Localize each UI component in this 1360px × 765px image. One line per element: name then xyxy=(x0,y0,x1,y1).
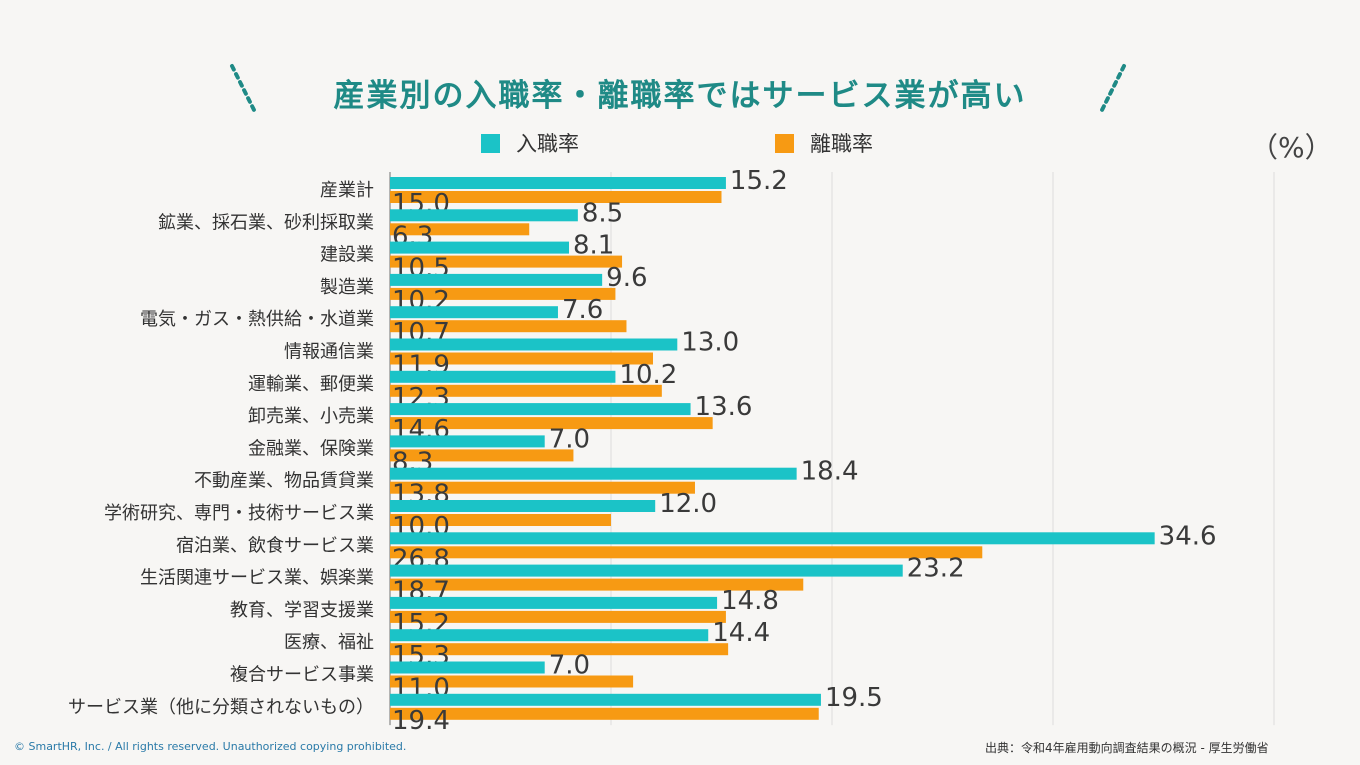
legend-swatch-exit xyxy=(775,133,794,153)
data-label-exit: 19.4 xyxy=(392,706,450,736)
data-label-entry: 13.0 xyxy=(681,328,739,358)
category-label: 産業計 xyxy=(320,180,374,201)
legend-entry-rate: 入職率 xyxy=(481,130,579,156)
source-citation: 出典：令和4年雇用動向調査結果の概況 - 厚生労働省 xyxy=(985,741,1269,755)
category-label: 情報通信業 xyxy=(284,342,374,363)
bar-entry-rate xyxy=(390,370,616,383)
bar-exit-rate xyxy=(390,546,983,559)
bar-exit-rate xyxy=(390,255,623,268)
bar-exit-rate xyxy=(390,643,729,656)
data-label-entry: 19.5 xyxy=(825,683,883,713)
bar-exit-rate xyxy=(390,449,574,462)
bar-entry-rate xyxy=(390,661,545,674)
category-label: 電気・ガス・熱供給・水道業 xyxy=(140,309,374,330)
data-label-entry: 18.4 xyxy=(801,457,859,487)
category-label: 鉱業、採石業、砂利採取業 xyxy=(158,212,374,233)
bar-entry-rate xyxy=(390,500,656,512)
bar-entry-rate xyxy=(390,273,603,286)
title-left-decoration xyxy=(230,64,258,116)
bar-exit-rate xyxy=(390,384,662,397)
category-label: 医療、福祉 xyxy=(284,632,374,653)
bar-entry-rate xyxy=(390,435,545,448)
bar-exit-rate xyxy=(390,514,611,526)
bar-exit-rate xyxy=(390,287,616,300)
bar-entry-rate xyxy=(390,467,797,480)
category-label: 教育、学習支援業 xyxy=(230,600,374,621)
category-label: 運輸業、郵便業 xyxy=(248,374,374,395)
bar-entry-rate xyxy=(390,209,578,222)
category-label: 複合サービス事業 xyxy=(230,665,374,686)
bar-entry-rate xyxy=(390,629,709,642)
legend-label-entry: 入職率 xyxy=(516,132,579,156)
bar-entry-rate xyxy=(390,306,558,319)
data-label-entry: 34.6 xyxy=(1159,521,1217,551)
unit-label: （%） xyxy=(1250,131,1333,164)
bar-exit-rate xyxy=(390,578,804,591)
bar-entry-rate xyxy=(390,403,691,416)
category-label: 金融業、保険業 xyxy=(248,438,374,459)
legend-swatch-entry xyxy=(481,133,500,153)
bar-exit-rate xyxy=(390,191,722,203)
category-label: 不動産業、物品賃貸業 xyxy=(194,471,374,492)
category-label: 生活関連サービス業、娯楽業 xyxy=(140,568,374,589)
legend-exit-rate: 離職率 xyxy=(775,130,873,156)
data-label-entry: 8.5 xyxy=(582,198,623,228)
title-right-decoration xyxy=(1098,64,1126,116)
bar-exit-rate xyxy=(390,223,530,236)
bar-entry-rate xyxy=(390,693,821,706)
bar-exit-rate xyxy=(390,320,627,333)
data-label-entry: 14.8 xyxy=(721,586,779,616)
bar-entry-rate xyxy=(390,532,1155,545)
category-label: 学術研究、専門・技術サービス業 xyxy=(104,503,374,524)
category-label: 卸売業、小売業 xyxy=(248,406,374,427)
category-label: 宿泊業、飲食サービス業 xyxy=(176,535,374,556)
bar-entry-rate xyxy=(390,596,718,609)
bar-exit-rate xyxy=(390,675,634,688)
bar-entry-rate xyxy=(390,177,726,189)
legend-label-exit: 離職率 xyxy=(810,132,873,156)
bar-entry-rate xyxy=(390,338,678,351)
category-label: 製造業 xyxy=(320,277,374,298)
data-label-entry: 15.2 xyxy=(730,166,788,196)
copyright-notice: © SmartHR, Inc. / All rights reserved. U… xyxy=(14,740,407,753)
category-label: サービス業（他に分類されないもの） xyxy=(68,697,374,718)
chart-title: 産業別の入職率・離職率ではサービス業が高い xyxy=(333,78,1027,114)
category-label: 建設業 xyxy=(320,245,374,266)
bar-entry-rate xyxy=(390,241,570,254)
bar-exit-rate xyxy=(390,610,726,623)
data-label-entry: 12.0 xyxy=(659,489,717,519)
bar-exit-rate xyxy=(390,707,819,720)
bar-exit-rate xyxy=(390,352,653,365)
bar-entry-rate xyxy=(390,564,903,577)
bar-exit-rate xyxy=(390,481,695,494)
data-label-entry: 23.2 xyxy=(907,554,965,584)
bar-exit-rate xyxy=(390,417,713,430)
